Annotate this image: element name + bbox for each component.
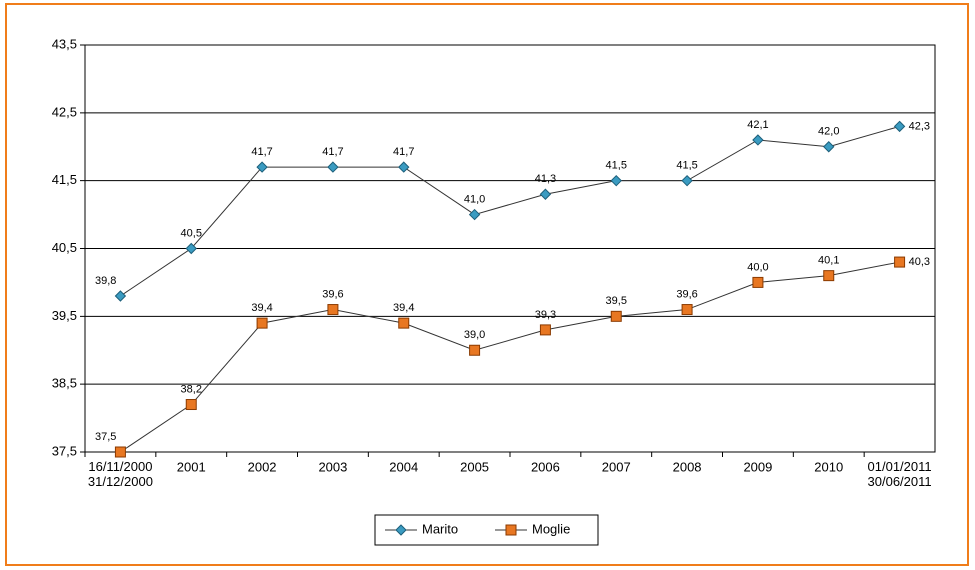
data-label: 40,5 — [181, 227, 202, 239]
data-label: 37,5 — [95, 431, 116, 443]
marker — [185, 242, 197, 255]
marker — [469, 344, 481, 356]
marker — [610, 310, 622, 322]
x-tick-label: 2006 — [531, 459, 560, 474]
y-tick-label: 40,5 — [52, 240, 77, 255]
y-tick-label: 39,5 — [52, 308, 77, 323]
data-label: 42,1 — [747, 119, 768, 131]
data-label: 39,4 — [251, 302, 272, 314]
data-label: 39,4 — [393, 302, 414, 314]
legend-marker — [395, 524, 407, 536]
legend-label: Moglie — [532, 521, 570, 536]
data-label: 39,5 — [606, 295, 627, 307]
x-tick-label: 2009 — [743, 459, 772, 474]
data-label: 42,3 — [909, 120, 930, 132]
y-tick-label: 42,5 — [52, 104, 77, 119]
y-tick-label: 37,5 — [52, 443, 77, 458]
marker — [256, 317, 268, 329]
marker — [893, 120, 906, 133]
frame — [5, 3, 969, 566]
marker — [114, 446, 126, 458]
marker — [752, 276, 764, 288]
data-label: 39,8 — [95, 275, 116, 287]
data-label: 41,5 — [606, 160, 627, 172]
marker — [681, 174, 693, 187]
y-tick-label: 41,5 — [52, 172, 77, 187]
y-tick-label: 43,5 — [52, 36, 77, 51]
marker — [823, 141, 835, 153]
x-tick-label: 2008 — [673, 459, 702, 474]
data-label: 42,0 — [818, 126, 839, 138]
data-label: 39,3 — [535, 309, 556, 321]
marker — [468, 208, 481, 221]
data-label: 39,6 — [322, 288, 343, 300]
marker — [894, 256, 906, 268]
marker — [185, 399, 197, 411]
series-line — [120, 261, 900, 453]
x-tick-label-line: 01/01/2011 — [868, 459, 932, 474]
x-tick-label-line: 16/11/2000 — [88, 459, 152, 474]
x-tick-label: 2001 — [177, 459, 206, 474]
x-tick-label: 2010 — [814, 459, 843, 474]
data-label: 39,0 — [464, 329, 485, 341]
x-tick-label: 2002 — [248, 459, 277, 474]
marker — [327, 161, 339, 173]
data-label: 41,5 — [676, 160, 697, 172]
x-tick-label: 2004 — [389, 459, 418, 474]
marker — [327, 304, 339, 316]
marker — [823, 270, 835, 282]
marker — [395, 524, 407, 536]
data-label: 41,3 — [535, 173, 556, 185]
x-tick-label-line: 30/06/2011 — [868, 474, 932, 489]
marker — [752, 134, 764, 146]
marker — [256, 161, 268, 173]
x-tick-label: 01/01/2011 30/06/2011 — [868, 459, 932, 489]
x-tick-label: 2003 — [318, 459, 347, 474]
x-tick-label-line: 31/12/2000 — [88, 474, 153, 489]
x-tick-label: 2005 — [460, 459, 489, 474]
data-label: 41,0 — [464, 193, 485, 205]
y-tick-label: 38,5 — [52, 376, 77, 391]
legend-marker — [505, 524, 517, 536]
data-label: 39,6 — [676, 288, 697, 300]
marker — [539, 188, 552, 200]
data-label: 40,1 — [818, 255, 839, 267]
series-line — [120, 125, 900, 297]
legend-label: Marito — [422, 521, 458, 536]
data-label: 41,7 — [393, 146, 414, 158]
data-label: 40,3 — [909, 256, 930, 268]
marker — [114, 290, 127, 302]
marker — [610, 174, 622, 187]
x-tick-label: 16/11/2000 31/12/2000 — [88, 459, 153, 489]
marker — [681, 304, 693, 316]
data-label: 40,0 — [747, 261, 768, 273]
data-label: 41,7 — [251, 146, 272, 158]
data-label: 38,2 — [181, 383, 202, 395]
marker — [398, 161, 410, 173]
marker — [398, 317, 410, 329]
marker — [539, 324, 551, 336]
x-tick-label: 2007 — [602, 459, 631, 474]
marker — [505, 524, 517, 536]
data-label: 41,7 — [322, 146, 343, 158]
